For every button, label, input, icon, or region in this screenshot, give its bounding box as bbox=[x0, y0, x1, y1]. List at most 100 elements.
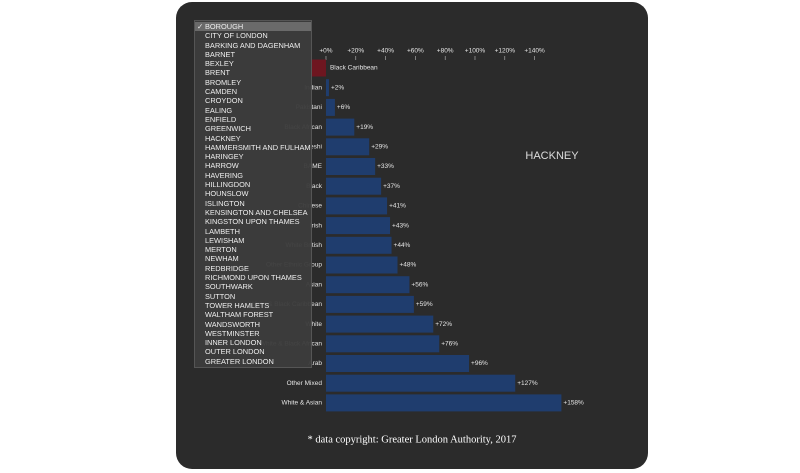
dropdown-option[interactable]: ISLINGTON bbox=[195, 199, 311, 208]
dropdown-option[interactable]: GREENWICH bbox=[195, 124, 311, 133]
option-text: BARNET bbox=[205, 49, 235, 59]
dropdown-option[interactable]: MERTON bbox=[195, 245, 311, 254]
bar bbox=[325, 276, 410, 294]
value-label: +96% bbox=[471, 360, 488, 367]
dropdown-option[interactable]: CITY OF LONDON bbox=[195, 31, 311, 40]
option-text: HOUNSLOW bbox=[205, 189, 249, 199]
value-label: +6% bbox=[337, 104, 350, 111]
value-label: +19% bbox=[356, 124, 373, 131]
dropdown-option[interactable]: SUTTON bbox=[195, 292, 311, 301]
option-text: BROMLEY bbox=[205, 77, 242, 87]
dropdown-option[interactable]: BRENT bbox=[195, 68, 311, 77]
dropdown-option[interactable]: LAMBETH bbox=[195, 227, 311, 236]
option-text: CAMDEN bbox=[205, 87, 238, 97]
bar bbox=[325, 394, 562, 412]
dropdown-option[interactable]: INNER LONDON bbox=[195, 338, 311, 347]
bar bbox=[325, 236, 392, 254]
option-text: GREENWICH bbox=[205, 124, 251, 134]
bar bbox=[325, 315, 434, 333]
bar bbox=[311, 59, 326, 77]
option-text: WANDSWORTH bbox=[205, 319, 261, 329]
option-text: BOROUGH bbox=[205, 22, 244, 31]
bar bbox=[325, 335, 440, 353]
value-label: +44% bbox=[394, 242, 411, 249]
value-label: +43% bbox=[392, 222, 409, 229]
dropdown-option[interactable]: OUTER LONDON bbox=[195, 347, 311, 356]
dropdown-option[interactable]: KINGSTON UPON THAMES bbox=[195, 217, 311, 226]
bar bbox=[325, 256, 398, 274]
dropdown-option[interactable]: GREATER LONDON bbox=[195, 357, 311, 366]
option-text: RICHMOND UPON THAMES bbox=[205, 273, 302, 283]
value-label: +48% bbox=[400, 262, 417, 269]
dropdown-option[interactable]: BEXLEY bbox=[195, 59, 311, 68]
bar bbox=[325, 355, 470, 372]
option-text: KINGSTON UPON THAMES bbox=[205, 217, 300, 227]
x-tick-label: +80% bbox=[437, 48, 454, 55]
dropdown-option[interactable]: WESTMINSTER bbox=[195, 329, 311, 338]
dropdown-option[interactable]: EALING bbox=[195, 106, 311, 115]
dropdown-option[interactable]: HOUNSLOW bbox=[195, 189, 311, 198]
dropdown-option[interactable]: BROMLEY bbox=[195, 78, 311, 87]
dropdown-option[interactable]: CAMDEN bbox=[195, 87, 311, 96]
option-text: BARKING AND DAGENHAM bbox=[205, 40, 301, 50]
option-text: HARROW bbox=[205, 161, 239, 171]
dropdown-option[interactable]: HAVERING bbox=[195, 171, 311, 180]
category-label: Arab bbox=[308, 360, 322, 367]
option-text: BRENT bbox=[205, 68, 231, 78]
bar bbox=[325, 374, 516, 392]
option-text: CITY OF LONDON bbox=[205, 31, 268, 41]
bar bbox=[325, 197, 388, 215]
dropdown-option[interactable]: REDBRIDGE bbox=[195, 264, 311, 273]
dropdown-option[interactable]: HARINGEY bbox=[195, 152, 311, 161]
x-tick-label: +140% bbox=[524, 48, 545, 55]
chart-title: HACKNEY bbox=[525, 150, 579, 162]
value-label: +59% bbox=[416, 301, 433, 308]
value-label: +56% bbox=[411, 281, 428, 288]
category-label: Black Caribbean bbox=[330, 65, 378, 72]
value-label: +72% bbox=[435, 321, 452, 328]
dropdown-option[interactable]: ENFIELD bbox=[195, 115, 311, 124]
dropdown-option[interactable]: WALTHAM FOREST bbox=[195, 310, 311, 319]
option-text: ENFIELD bbox=[205, 114, 237, 124]
dropdown-option[interactable]: CROYDON bbox=[195, 96, 311, 105]
x-tick-label: +120% bbox=[495, 48, 516, 55]
bar bbox=[325, 217, 391, 235]
bar bbox=[325, 98, 335, 116]
dropdown-option[interactable]: RICHMOND UPON THAMES bbox=[195, 273, 311, 282]
option-text: HAMMERSMITH AND FULHAM bbox=[205, 142, 311, 152]
option-text: OUTER LONDON bbox=[205, 347, 265, 357]
value-label: +41% bbox=[389, 203, 406, 210]
dropdown-option[interactable]: WANDSWORTH bbox=[195, 320, 311, 329]
dropdown-option[interactable]: LEWISHAM bbox=[195, 236, 311, 245]
option-text: HILLINGDON bbox=[205, 180, 251, 190]
bar bbox=[325, 177, 382, 195]
dropdown-option[interactable]: BARNET bbox=[195, 50, 311, 59]
x-tick-label: +20% bbox=[347, 48, 364, 55]
dropdown-option[interactable]: SOUTHWARK bbox=[195, 282, 311, 291]
category-label: BAME bbox=[304, 163, 323, 170]
dropdown-option[interactable]: HARROW bbox=[195, 161, 311, 170]
dropdown[interactable]: ✓ BOROUGH CITY OF LONDON BARKING AND DAGENH… bbox=[194, 20, 312, 368]
dropdown-option[interactable]: KENSINGTON AND CHELSEA bbox=[195, 208, 311, 217]
category-label: White & Asian bbox=[282, 400, 323, 407]
option-text: BEXLEY bbox=[205, 59, 234, 69]
category-label: Irish bbox=[310, 222, 323, 229]
value-label: +158% bbox=[563, 400, 584, 407]
bar bbox=[325, 138, 370, 156]
value-label: +29% bbox=[371, 144, 388, 151]
option-text: MERTON bbox=[205, 245, 237, 255]
dropdown-option[interactable]: NEWHAM bbox=[195, 254, 311, 263]
option-text: LAMBETH bbox=[205, 226, 240, 236]
dropdown-option[interactable]: HAMMERSMITH AND FULHAM bbox=[195, 143, 311, 152]
dropdown-option[interactable]: ✓ BOROUGH bbox=[195, 22, 311, 32]
dropdown-option[interactable]: HACKNEY bbox=[195, 134, 311, 143]
check-mark: ✓ bbox=[197, 22, 204, 31]
x-tick-label: +0% bbox=[319, 48, 332, 55]
dropdown-option[interactable]: TOWER HAMLETS bbox=[195, 301, 311, 310]
dropdown-option[interactable]: BARKING AND DAGENHAM bbox=[195, 41, 311, 50]
category-label: Asian bbox=[306, 281, 323, 288]
option-text: ISLINGTON bbox=[205, 198, 245, 208]
category-label: Black bbox=[306, 183, 323, 190]
dropdown-option[interactable]: HILLINGDON bbox=[195, 180, 311, 189]
